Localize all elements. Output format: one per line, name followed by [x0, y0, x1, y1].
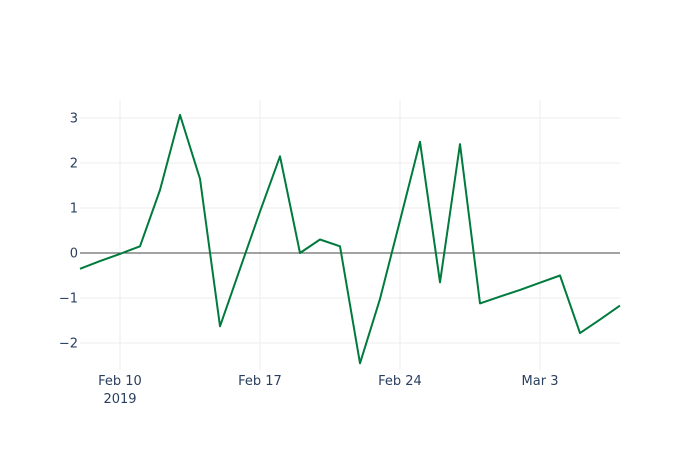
y-tick-label: 0	[70, 247, 78, 262]
x-axis-ticks: Feb 10 2019 Feb 17 Feb 24 Mar 3	[98, 374, 558, 407]
x-tick-label: Feb 17	[238, 374, 282, 389]
x-tick-label: Feb 24	[378, 374, 422, 389]
y-tick-label: −2	[59, 337, 78, 352]
y-tick-label: 2	[70, 157, 78, 172]
y-axis-ticks: −2 −1 0 1 2 3	[59, 112, 78, 352]
x-tick-sublabel: 2019	[103, 392, 136, 407]
x-tick-label: Mar 3	[522, 374, 559, 389]
y-tick-label: 3	[70, 112, 78, 127]
series-line-0	[79, 113, 621, 365]
y-tick-label: 1	[70, 202, 78, 217]
grid-layer	[80, 100, 620, 370]
x-tick-label: Feb 10	[98, 374, 142, 389]
y-tick-label: −1	[59, 292, 78, 307]
series-layer	[79, 113, 621, 365]
